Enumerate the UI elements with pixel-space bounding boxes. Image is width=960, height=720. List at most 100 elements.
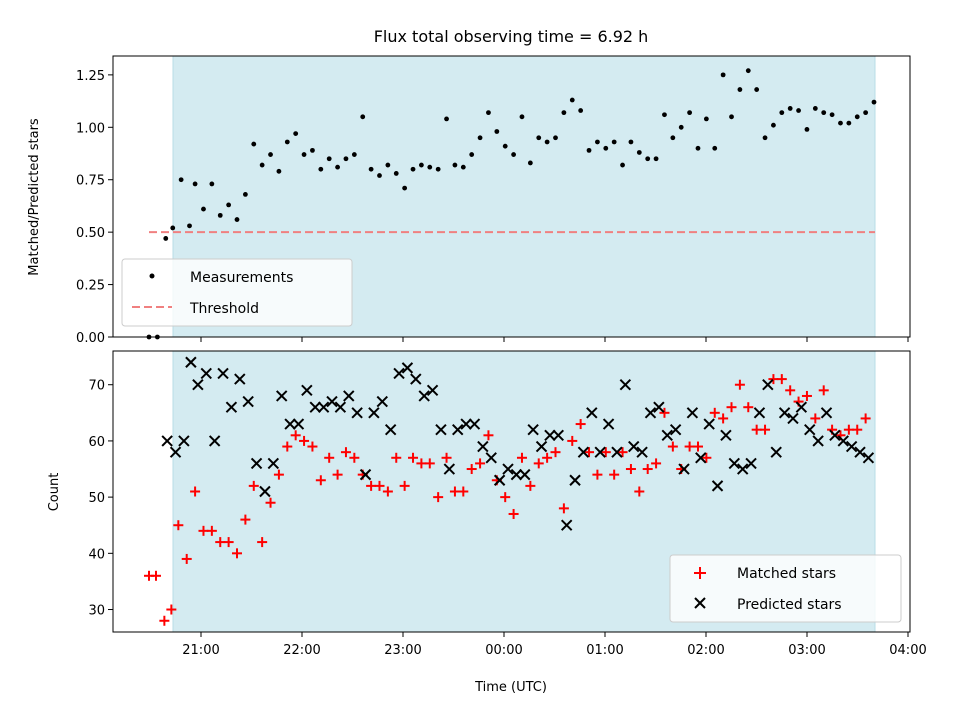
predicted-star-point: [728, 457, 741, 470]
predicted-star-point: [619, 379, 632, 391]
predicted-star-point: [686, 407, 699, 419]
legend-marker-measurements: [149, 273, 155, 279]
predicted-star-point: [208, 435, 221, 447]
measurement-point: [351, 152, 357, 157]
predicted-star-point: [301, 384, 313, 397]
matched-star-point: [190, 486, 201, 497]
measurement-point: [393, 171, 399, 176]
matched-star-point: [860, 413, 871, 424]
predicted-star-point: [468, 418, 481, 430]
predicted-star-point: [384, 423, 397, 436]
predicted-star-point: [644, 407, 657, 419]
predicted-star-point: [762, 379, 774, 391]
legend-label-predicted: Predicted stars: [737, 597, 842, 613]
predicted-star-point: [653, 401, 665, 413]
matched-star-point: [600, 447, 611, 458]
predicted-star-point: [185, 356, 197, 368]
predicted-star-point: [200, 367, 212, 380]
matched-star-point: [399, 480, 410, 491]
top-y-tick-label: 1.25: [76, 69, 105, 84]
top-legend: Measurements Threshold: [121, 258, 353, 327]
predicted-star-point: [217, 367, 229, 380]
matched-star-point: [232, 548, 243, 559]
predicted-star-point: [435, 423, 447, 436]
bottom-y-tick-label: 40: [88, 547, 105, 562]
matched-star-point: [248, 480, 259, 491]
measurement-point: [636, 150, 642, 155]
matched-star-point: [768, 374, 779, 385]
measurement-point: [863, 110, 869, 116]
measurement-point: [620, 162, 625, 168]
bottom-y-tick-label: 70: [88, 379, 105, 394]
measurement-point: [754, 87, 760, 92]
top-panel: 0.00 0.25 0.50 0.75 1.00 1.25 Flux total obse…: [27, 27, 911, 346]
measurement-point: [812, 106, 818, 111]
bottom-y-tick-label: 60: [88, 435, 105, 450]
predicted-star-point: [837, 435, 849, 447]
matched-star-point: [659, 407, 670, 418]
measurement-point: [838, 120, 843, 126]
predicted-star-point: [477, 440, 489, 453]
measurement-point: [703, 116, 709, 122]
measurement-point: [796, 108, 801, 113]
predicted-star-point: [292, 418, 305, 430]
predicted-star-point: [418, 390, 430, 402]
x-tick-label: 23:00: [384, 643, 421, 658]
predicted-star-point: [460, 418, 472, 430]
measurement-point: [854, 114, 860, 120]
bottom-legend-box: [669, 554, 902, 623]
predicted-star-point: [334, 401, 347, 413]
measurement-point: [242, 192, 248, 197]
predicted-star-point: [661, 429, 673, 442]
matched-star-point: [223, 537, 234, 548]
measurement-point: [695, 145, 701, 151]
matched-star-point: [198, 525, 209, 536]
matched-star-point: [173, 520, 184, 531]
measurement-point: [163, 236, 169, 241]
measurement-point: [268, 152, 273, 157]
matched-star-point: [466, 464, 477, 475]
measurement-point: [569, 97, 575, 103]
matched-star-point: [542, 452, 553, 463]
matched-star-point: [592, 469, 603, 480]
predicted-star-point: [343, 390, 355, 402]
predicted-star-point: [234, 373, 246, 385]
predicted-star-point: [602, 418, 615, 430]
predicted-star-point: [695, 452, 707, 464]
measurement-point: [762, 135, 768, 141]
predicted-star-point: [594, 446, 606, 458]
predicted-star-point: [854, 446, 866, 458]
measurement-point: [452, 162, 458, 168]
matched-star-point: [743, 402, 754, 413]
matched-star-point: [558, 503, 569, 514]
measurement-point: [871, 99, 877, 105]
legend-label-measurements: Measurements: [190, 270, 293, 286]
predicted-star-point: [250, 457, 263, 470]
top-y-tick-label: 0.25: [76, 279, 105, 294]
matched-star-point: [166, 604, 177, 615]
predicted-star-point: [359, 468, 372, 481]
predicted-star-point: [812, 435, 824, 447]
matched-star-point: [550, 447, 561, 458]
measurement-point: [326, 156, 332, 162]
measurement-point: [494, 129, 500, 134]
matched-star-point: [701, 452, 712, 463]
measurement-point: [234, 217, 240, 222]
measurement-point: [170, 225, 176, 231]
measurement-point: [385, 162, 391, 168]
matched-star-point: [516, 452, 527, 463]
measurement-point: [284, 139, 290, 145]
predicted-star-point: [510, 468, 523, 481]
matched-star-point: [684, 441, 695, 452]
measurement-point: [360, 114, 366, 120]
matched-star-point: [651, 458, 662, 469]
measurement-point: [310, 147, 315, 153]
measurement-point: [628, 139, 634, 145]
measurement-point: [410, 166, 416, 172]
matched-star-point: [299, 435, 310, 446]
measurement-point: [192, 181, 198, 187]
predicted-star-point: [376, 395, 388, 408]
top-y-axis-label: Matched/Predicted stars: [27, 118, 42, 276]
predicted-star-point: [242, 395, 254, 408]
matched-star-point: [290, 430, 301, 441]
